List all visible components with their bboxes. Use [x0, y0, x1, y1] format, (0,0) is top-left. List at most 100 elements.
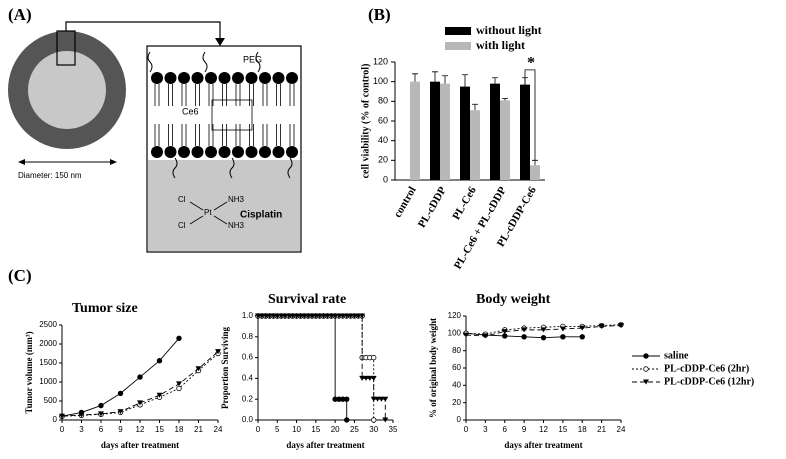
- marker: [324, 313, 331, 319]
- chart-title: Tumor size: [72, 301, 138, 316]
- lipid-tail: [154, 84, 160, 106]
- y-tick-label: 500: [44, 396, 58, 405]
- y-tick-label: 20: [378, 155, 388, 165]
- bar: [410, 81, 420, 180]
- marker: [98, 402, 104, 409]
- x-tick-label: 20: [331, 425, 340, 434]
- peg-chain: [147, 51, 153, 73]
- lipid-tail: [222, 84, 227, 106]
- x-tick-label: 15: [558, 425, 567, 434]
- y-axis-label: cell viability (% of control): [360, 64, 371, 179]
- y-tick-label: 0: [457, 415, 462, 424]
- lipid-tail: [195, 124, 200, 146]
- marker: [301, 313, 308, 319]
- peg-chain: [255, 51, 261, 73]
- legend-label: PL-cDDP-Ce6 (12hr): [664, 376, 754, 387]
- marker: [266, 313, 273, 319]
- lipid-tail: [262, 124, 268, 146]
- marker: [559, 326, 566, 332]
- atom: NH3: [228, 195, 245, 204]
- marker: [374, 396, 381, 402]
- marker: [370, 396, 377, 402]
- lipid-tail: [289, 84, 295, 106]
- lipid-head: [191, 146, 204, 158]
- marker: [579, 334, 585, 340]
- marker: [643, 366, 649, 372]
- marker: [285, 313, 292, 319]
- marker: [320, 313, 327, 319]
- y-tick-label: 60: [378, 115, 388, 125]
- x-tick-label: 0: [256, 425, 261, 434]
- lipid-tail: [262, 84, 268, 106]
- x-tick-label: 24: [214, 425, 223, 434]
- error-bar: [442, 75, 448, 84]
- y-tick-label: 1.0: [242, 311, 254, 320]
- lipid-head: [272, 72, 285, 84]
- bar: [490, 83, 500, 180]
- marker: [371, 417, 377, 423]
- x-tick-label: 24: [617, 425, 626, 434]
- peg-chain: [229, 157, 235, 179]
- legend-label: with light: [476, 38, 525, 52]
- error-bar: [492, 77, 498, 84]
- y-tick-label: 2000: [39, 339, 57, 348]
- series-line: [465, 324, 622, 335]
- marker: [309, 313, 315, 319]
- marker: [643, 353, 649, 359]
- lipid-head: [178, 72, 190, 84]
- marker: [463, 332, 469, 338]
- marker: [156, 392, 163, 398]
- lipid-tail: [195, 84, 200, 106]
- lipid-tail: [222, 124, 227, 146]
- x-tick-label: 18: [578, 425, 587, 434]
- marker: [501, 329, 508, 335]
- lipid-head: [164, 146, 177, 158]
- y-tick-label: 80: [452, 346, 461, 355]
- lipid-head: [178, 146, 190, 158]
- lipid-tail: [181, 124, 187, 146]
- y-axis-label: Proportion Surviving: [220, 326, 230, 409]
- marker: [371, 354, 377, 361]
- lipid-tail: [289, 124, 295, 146]
- marker: [344, 417, 350, 423]
- bar: [500, 100, 510, 180]
- marker: [502, 333, 508, 339]
- atom: Cl: [178, 221, 186, 230]
- bonds: [189, 99, 253, 225]
- marker: [117, 390, 124, 397]
- marker: [347, 313, 354, 319]
- lipid-head: [218, 146, 231, 158]
- series-line: [61, 338, 180, 417]
- marker: [282, 313, 288, 319]
- y-tick-label: 0: [383, 174, 388, 184]
- marker: [176, 335, 182, 341]
- ce6-label: Ce6: [182, 106, 199, 116]
- peg-chain: [172, 157, 178, 179]
- marker: [343, 313, 350, 319]
- x-tick-label: 25: [350, 425, 359, 434]
- marker: [78, 412, 85, 418]
- lipid-head: [245, 146, 258, 158]
- marker: [618, 323, 624, 329]
- lipid-head: [205, 146, 217, 158]
- marker: [195, 366, 202, 372]
- error-bar: [502, 97, 508, 101]
- bar: [430, 81, 440, 180]
- y-tick-label: 40: [378, 135, 388, 145]
- marker: [305, 313, 312, 319]
- x-tick-label: 3: [483, 425, 488, 434]
- marker: [176, 381, 182, 387]
- y-axis-label: % of original body weight: [428, 318, 438, 418]
- lipid-head: [151, 72, 163, 84]
- atom: NH3: [228, 221, 245, 230]
- marker: [560, 334, 566, 340]
- x-tick-label: 6: [503, 425, 508, 434]
- lipid-head: [205, 72, 217, 84]
- bar: [470, 110, 480, 180]
- lipid-head: [286, 72, 298, 84]
- x-axis-label: days after treatment: [101, 440, 179, 450]
- marker: [339, 313, 346, 319]
- peg-label: PEG: [243, 54, 262, 64]
- marker: [382, 396, 389, 402]
